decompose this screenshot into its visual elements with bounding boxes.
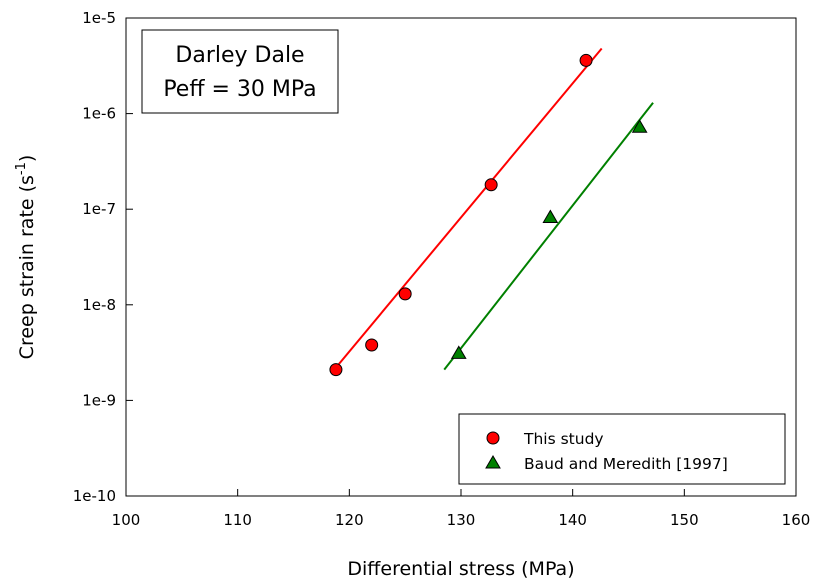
data-point-circle [398, 287, 412, 301]
data-point-triangle [631, 119, 648, 133]
data-point-circle [484, 178, 498, 192]
legend-marker-baud-meredith [485, 455, 501, 469]
data-point-circle [579, 53, 593, 67]
data-point-circle [365, 338, 379, 352]
y-axis-title-sup: -1 [14, 162, 29, 175]
x-tick-label: 100 [112, 511, 141, 529]
annotation-box: Darley Dale Peff = 30 MPa [141, 29, 339, 114]
annotation-line-2: Peff = 30 MPa [163, 77, 316, 102]
y-axis-title-end: ) [16, 155, 38, 162]
fit-lines [331, 47, 654, 373]
y-tick-label: 1e-7 [82, 200, 116, 218]
tick-labels: 100 110 120 130 140 150 160 1e-10 1e-9 1e-8 1e-7 1e… [73, 9, 811, 529]
x-tick-label: 150 [670, 511, 699, 529]
fit-line-1 [443, 102, 654, 371]
data-point-triangle [450, 345, 467, 359]
y-tick-label: 1e-10 [73, 487, 116, 505]
y-tick-label: 1e-6 [82, 105, 116, 123]
y-tick-label: 1e-5 [82, 9, 116, 27]
axis-ticks [125, 17, 797, 497]
fit-line-0 [331, 47, 603, 373]
y-axis-title: Creep strain rate (s-1) [14, 155, 38, 360]
data-point-triangle [542, 209, 559, 223]
annotation-line-1: Darley Dale [175, 43, 304, 68]
data-markers [329, 53, 648, 377]
x-tick-label: 160 [782, 511, 811, 529]
legend-marker-this-study [486, 431, 500, 445]
x-tick-label: 130 [447, 511, 476, 529]
y-axis-title-main: Creep strain rate (s [16, 175, 38, 359]
annotation-frame [141, 29, 339, 114]
x-tick-label: 110 [223, 511, 252, 529]
x-axis-title: Differential stress (MPa) [347, 558, 574, 580]
x-tick-label: 140 [558, 511, 587, 529]
legend-label-baud-meredith: Baud and Meredith [1997] [524, 455, 728, 473]
data-point-circle [329, 363, 343, 377]
legend-label-this-study: This study [523, 430, 604, 448]
legend: This study Baud and Meredith [1997] [458, 413, 786, 485]
y-tick-label: 1e-8 [82, 296, 116, 314]
x-tick-label: 120 [335, 511, 364, 529]
legend-frame [458, 413, 786, 485]
y-tick-label: 1e-9 [82, 391, 116, 409]
